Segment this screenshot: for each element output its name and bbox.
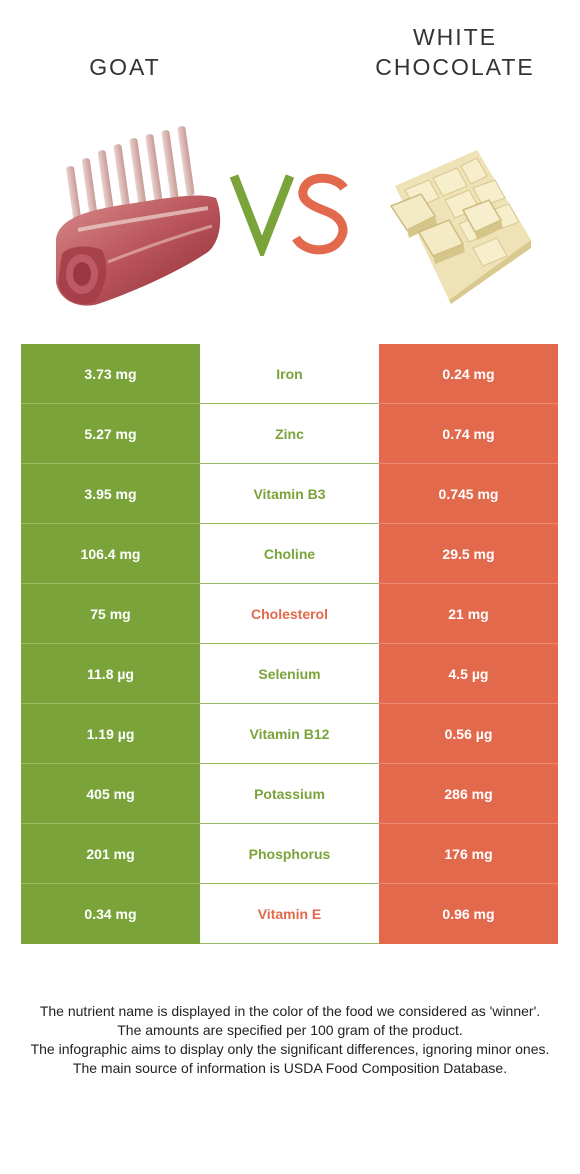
nutrient-name-cell: Iron <box>200 344 379 404</box>
row-divider <box>21 763 200 764</box>
white-chocolate-image <box>389 150 531 304</box>
white-chocolate-value-cell: 286 mg <box>379 764 558 824</box>
nutrient-name-cell: Cholesterol <box>200 584 379 644</box>
goat-value-cell: 201 mg <box>21 824 200 884</box>
row-divider <box>21 823 200 824</box>
goat-meat-image <box>56 126 221 306</box>
vs-letter-v <box>229 174 295 256</box>
row-divider <box>379 463 558 464</box>
nutrient-name-cell: Phosphorus <box>200 824 379 884</box>
row-divider <box>21 403 200 404</box>
row-divider <box>200 463 379 464</box>
white-chocolate-value-cell: 4.5 µg <box>379 644 558 704</box>
row-divider <box>200 943 379 944</box>
row-divider <box>379 583 558 584</box>
row-divider <box>200 403 379 404</box>
row-divider <box>200 763 379 764</box>
nutrient-name-cell: Vitamin B12 <box>200 704 379 764</box>
table-row: 3.95 mg Vitamin B3 0.745 mg <box>21 464 558 524</box>
goat-value-cell: 3.73 mg <box>21 344 200 404</box>
row-divider <box>21 643 200 644</box>
footer-line: The nutrient name is displayed in the co… <box>39 1003 541 1019</box>
food-title-right-line1: WHITE <box>412 24 498 50</box>
goat-value-cell: 405 mg <box>21 764 200 824</box>
vs-letter-s <box>292 173 348 255</box>
food-title-right-line2: CHOCOLATE <box>375 54 535 80</box>
footer-notes: The nutrient name is displayed in the co… <box>20 1002 560 1078</box>
white-chocolate-value-cell: 29.5 mg <box>379 524 558 584</box>
table-row: 1.19 µg Vitamin B12 0.56 µg <box>21 704 558 764</box>
goat-value-cell: 5.27 mg <box>21 404 200 464</box>
white-chocolate-value-cell: 0.74 mg <box>379 404 558 464</box>
table-row: 3.73 mg Iron 0.24 mg <box>21 344 558 404</box>
table-row: 106.4 mg Choline 29.5 mg <box>21 524 558 584</box>
white-chocolate-value-cell: 0.96 mg <box>379 884 558 944</box>
goat-value-cell: 3.95 mg <box>21 464 200 524</box>
goat-value-cell: 11.8 µg <box>21 644 200 704</box>
row-divider <box>200 703 379 704</box>
row-divider <box>379 763 558 764</box>
row-divider <box>379 403 558 404</box>
row-divider <box>200 643 379 644</box>
row-divider <box>379 703 558 704</box>
white-chocolate-value-cell: 0.745 mg <box>379 464 558 524</box>
row-divider <box>21 523 200 524</box>
row-divider <box>21 583 200 584</box>
nutrient-name-cell: Vitamin B3 <box>200 464 379 524</box>
table-row: 0.34 mg Vitamin E 0.96 mg <box>21 884 558 944</box>
row-divider <box>379 523 558 524</box>
white-chocolate-value-cell: 21 mg <box>379 584 558 644</box>
nutrient-name-cell: Potassium <box>200 764 379 824</box>
row-divider <box>21 883 200 884</box>
food-title-left: GOAT <box>20 52 230 82</box>
white-chocolate-value-cell: 176 mg <box>379 824 558 884</box>
row-divider <box>200 523 379 524</box>
vs-icon <box>229 173 348 256</box>
table-row: 201 mg Phosphorus 176 mg <box>21 824 558 884</box>
nutrient-comparison-table: 3.73 mg Iron 0.24 mg 5.27 mg Zinc 0.74 mg 3.95… <box>21 344 558 944</box>
table-row: 405 mg Potassium 286 mg <box>21 764 558 824</box>
goat-value-cell: 75 mg <box>21 584 200 644</box>
goat-value-cell: 1.19 µg <box>21 704 200 764</box>
row-divider <box>379 883 558 884</box>
footer-line: The amounts are specified per 100 gram o… <box>117 1022 463 1038</box>
footer-line: The infographic aims to display only the… <box>30 1041 550 1057</box>
nutrient-name-cell: Vitamin E <box>200 884 379 944</box>
row-divider <box>21 703 200 704</box>
row-divider <box>200 883 379 884</box>
food-title-left-text: GOAT <box>89 54 161 80</box>
white-chocolate-value-cell: 0.24 mg <box>379 344 558 404</box>
row-divider <box>379 823 558 824</box>
table-row: 75 mg Cholesterol 21 mg <box>21 584 558 644</box>
nutrient-name-cell: Zinc <box>200 404 379 464</box>
table-row: 5.27 mg Zinc 0.74 mg <box>21 404 558 464</box>
rib-bones <box>66 126 195 226</box>
row-divider <box>200 823 379 824</box>
row-divider <box>200 583 379 584</box>
goat-value-cell: 106.4 mg <box>21 524 200 584</box>
goat-value-cell: 0.34 mg <box>21 884 200 944</box>
chocolate-pieces <box>389 193 503 264</box>
row-divider <box>21 463 200 464</box>
white-chocolate-value-cell: 0.56 µg <box>379 704 558 764</box>
food-title-right: WHITE CHOCOLATE <box>340 22 570 82</box>
footer-line: The main source of information is USDA F… <box>72 1060 508 1076</box>
nutrient-name-cell: Choline <box>200 524 379 584</box>
row-divider <box>379 643 558 644</box>
table-row: 11.8 µg Selenium 4.5 µg <box>21 644 558 704</box>
nutrient-name-cell: Selenium <box>200 644 379 704</box>
